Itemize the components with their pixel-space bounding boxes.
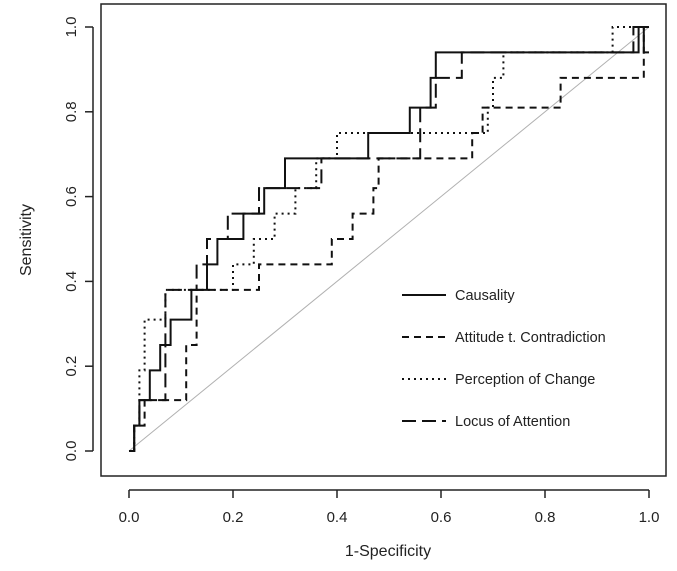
y-tick-label: 1.0 bbox=[63, 17, 80, 38]
y-tick-label: 0.4 bbox=[63, 271, 80, 292]
y-tick-label: 0.0 bbox=[63, 441, 80, 462]
legend-label-causality: Causality bbox=[455, 288, 515, 304]
x-axis: 0.0 0.2 0.4 0.6 0.8 1.0 bbox=[119, 489, 660, 526]
y-tick-label: 0.6 bbox=[63, 186, 80, 207]
series-line-causality bbox=[129, 26, 649, 452]
legend-label-locus-of-attention: Locus of Attention bbox=[455, 414, 570, 430]
legend-label-perception-of-change: Perception of Change bbox=[455, 372, 595, 388]
x-tick-label: 0.8 bbox=[535, 509, 556, 526]
y-tick-label: 0.2 bbox=[63, 356, 80, 377]
x-tick-label: 0.0 bbox=[119, 509, 140, 526]
series-line-perception-of-change bbox=[129, 26, 649, 452]
series-line-attitude-t-contradiction bbox=[129, 26, 649, 452]
y-axis: 0.0 0.2 0.4 0.6 0.8 1.0 bbox=[63, 17, 94, 462]
x-tick-label: 0.4 bbox=[327, 509, 348, 526]
x-tick-label: 0.2 bbox=[223, 509, 244, 526]
x-axis-title: 1-Specificity bbox=[345, 543, 431, 560]
y-tick-label: 0.8 bbox=[63, 101, 80, 122]
legend: Causality Attitude t. Contradiction Percep… bbox=[402, 288, 606, 430]
diagonal-reference-layer bbox=[128, 26, 650, 452]
diagonal-reference-line bbox=[128, 26, 650, 452]
y-axis-title: Sensitivity bbox=[18, 204, 35, 276]
series-layer bbox=[129, 26, 649, 452]
plot-frame bbox=[100, 3, 667, 477]
x-tick-label: 0.6 bbox=[431, 509, 452, 526]
legend-label-attitude-t-contradiction: Attitude t. Contradiction bbox=[455, 330, 606, 346]
x-tick-label: 1.0 bbox=[639, 509, 660, 526]
series-line-locus-of-attention bbox=[129, 26, 649, 452]
